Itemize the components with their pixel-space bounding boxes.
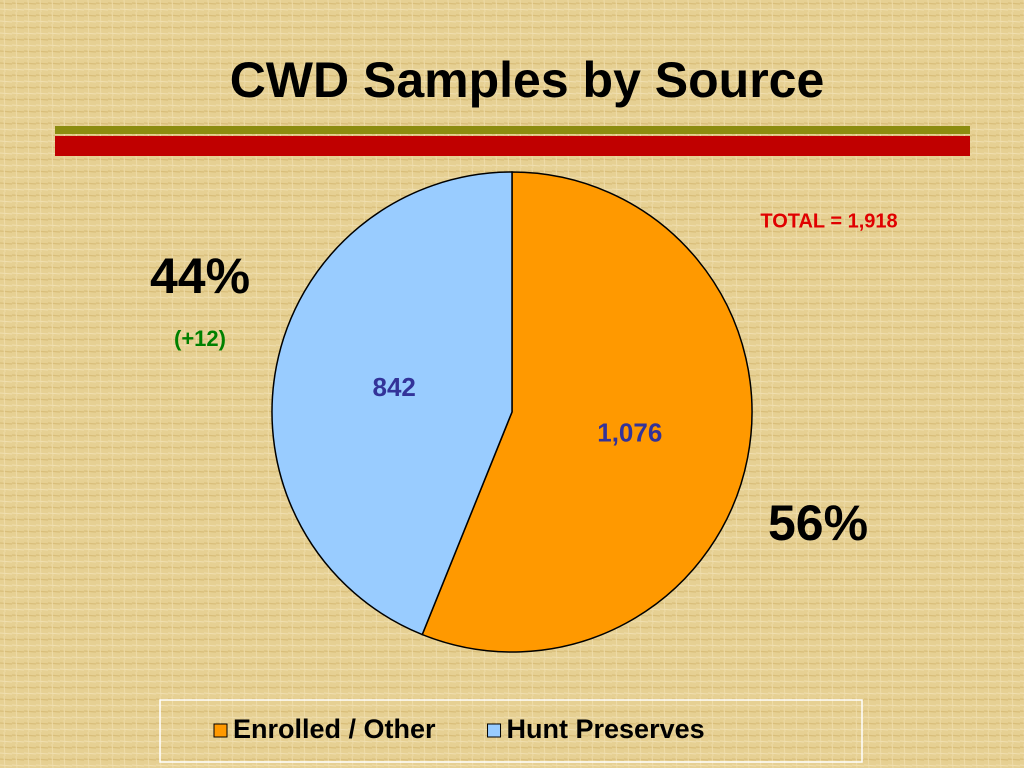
annotation: TOTAL = 1,918 [760, 210, 897, 232]
legend-box [159, 699, 863, 763]
annotation: 44% [150, 248, 250, 304]
data-label: 842 [373, 372, 416, 402]
annotation: 56% [768, 495, 868, 551]
legend-label: Hunt Preserves [507, 714, 705, 744]
legend-swatch [213, 723, 228, 738]
annotation: (+12) [174, 326, 226, 351]
legend-label: Enrolled / Other [233, 714, 436, 744]
title-bar [55, 136, 970, 156]
legend-swatch [487, 723, 502, 738]
pie-slice [271, 171, 513, 636]
chart-title: CWD Samples by Source [230, 52, 825, 108]
data-label: 1,076 [597, 418, 662, 448]
pie-slice [421, 171, 753, 653]
title-rule [55, 126, 970, 134]
